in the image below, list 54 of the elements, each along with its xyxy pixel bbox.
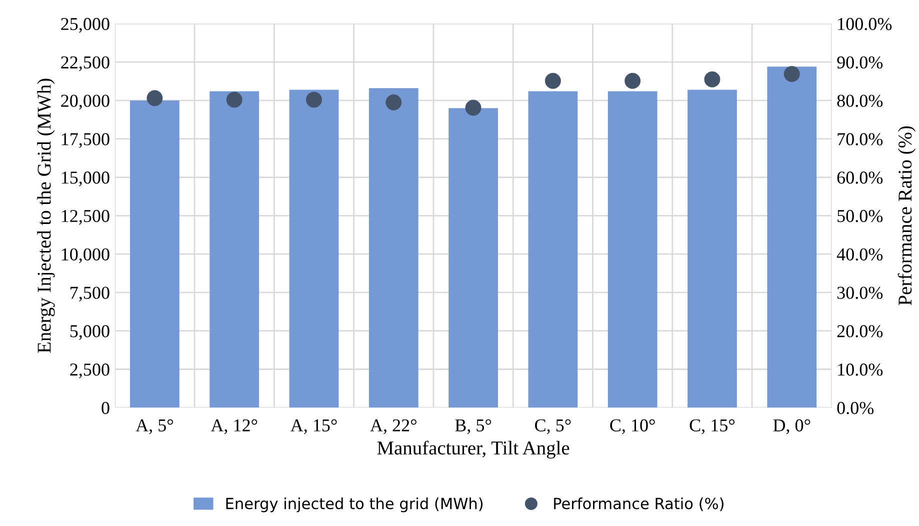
x-tick-label: A, 12° bbox=[210, 419, 258, 434]
bar bbox=[210, 91, 260, 408]
bar bbox=[130, 100, 180, 408]
point bbox=[624, 72, 641, 89]
y-tick-label: 5,000 bbox=[70, 325, 110, 340]
y2-tick-label: 40.0% bbox=[836, 248, 883, 261]
bar bbox=[608, 91, 658, 408]
x-tick-label: C, 15° bbox=[690, 419, 735, 434]
x-tick-label: C, 10° bbox=[610, 419, 655, 434]
y-tick-label: 10,000 bbox=[62, 248, 110, 264]
y2-tick-label: 80.0% bbox=[837, 94, 883, 107]
legend-label: Performance Ratio (%) bbox=[554, 497, 724, 512]
x-tick-label: D, 0° bbox=[773, 419, 810, 434]
y-axis-title: Energy Injected to the Grid (MWh) bbox=[37, 78, 55, 353]
y2-axis-title: Performance Ratio (%) bbox=[898, 126, 916, 306]
bar bbox=[289, 90, 339, 408]
y2-tick-label: 20.0% bbox=[837, 325, 883, 338]
y-tick-label: 15,000 bbox=[62, 172, 110, 186]
x-axis-title: Manufacturer, Tilt Angle bbox=[377, 440, 570, 459]
point bbox=[226, 92, 242, 108]
bar bbox=[448, 108, 498, 408]
point bbox=[465, 100, 482, 116]
y2-tick-label: 50.0% bbox=[838, 210, 883, 222]
y-tick-label: 25,000 bbox=[61, 18, 110, 33]
bar bbox=[368, 88, 418, 408]
y-tick-label: 0 bbox=[102, 402, 110, 414]
point bbox=[704, 71, 720, 88]
x-tick-label: B, 5° bbox=[455, 419, 492, 434]
y-tick-label: 17,500 bbox=[62, 133, 110, 148]
point bbox=[306, 92, 322, 108]
legend-label: Energy injected to the grid (MWh) bbox=[226, 497, 483, 512]
y2-tick-label: 100.0% bbox=[838, 18, 892, 30]
y2-tick-label: 60.0% bbox=[837, 172, 883, 184]
point bbox=[386, 94, 402, 110]
y2-tick-label: 10.0% bbox=[838, 364, 883, 376]
y2-tick-label: 30.0% bbox=[837, 286, 883, 299]
y-tick-label: 7,500 bbox=[70, 286, 110, 302]
point bbox=[544, 72, 561, 89]
x-tick-label: A, 15° bbox=[290, 419, 337, 434]
y-tick-label: 20,000 bbox=[61, 94, 110, 110]
y2-tick-label: 90.0% bbox=[837, 56, 883, 69]
y-tick-label: 2,500 bbox=[70, 364, 110, 378]
x-tick-label: A, 5° bbox=[136, 419, 173, 434]
y2-tick-label: 70.0% bbox=[838, 133, 883, 146]
bar bbox=[528, 91, 578, 408]
bar bbox=[767, 66, 817, 408]
bar bbox=[688, 90, 737, 408]
x-tick-label: A, 22° bbox=[370, 419, 416, 434]
x-tick-label: C, 5° bbox=[535, 419, 571, 434]
y-tick-label: 12,500 bbox=[62, 210, 110, 225]
y2-tick-label: 0.0% bbox=[837, 402, 874, 414]
y-tick-label: 22,500 bbox=[61, 56, 110, 72]
point bbox=[146, 90, 163, 106]
point bbox=[784, 66, 800, 82]
